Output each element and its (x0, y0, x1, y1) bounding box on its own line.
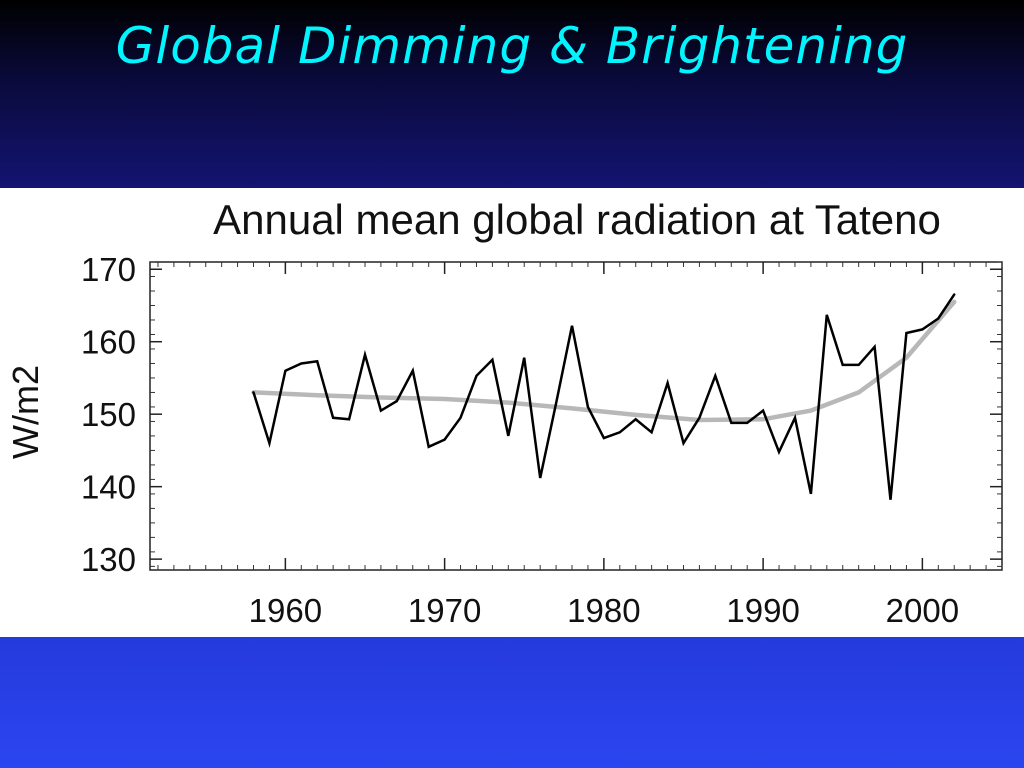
y-tick-labels: 130 140 150 160 170 (81, 251, 136, 578)
series-layer (251, 293, 957, 500)
x-major-ticks (284, 262, 924, 570)
x-tick-label: 1970 (408, 592, 481, 629)
chart-panel: Annual mean global radiation at Tateno W… (0, 188, 1024, 637)
y-tick-label: 130 (81, 541, 136, 578)
x-minor-ticks (157, 262, 1003, 570)
x-tick-label: 1980 (567, 592, 640, 629)
y-minor-ticks (150, 261, 1002, 567)
chart-title: Annual mean global radiation at Tateno (213, 196, 941, 243)
series-line-annual (252, 293, 956, 500)
y-axis-label: W/m2 (5, 365, 46, 459)
x-tick-label: 1960 (249, 592, 322, 629)
y-tick-label: 150 (81, 396, 136, 433)
x-tick-label: 1990 (726, 592, 799, 629)
chart-svg: Annual mean global radiation at Tateno W… (5, 196, 1003, 629)
series-line-smoothed (251, 299, 957, 423)
y-tick-label: 160 (81, 324, 136, 361)
y-tick-label: 140 (81, 469, 136, 506)
x-tick-label: 2000 (886, 592, 959, 629)
x-tick-labels: 1960 1970 1980 1990 2000 (249, 592, 959, 629)
plot-frame (149, 261, 1003, 571)
y-major-ticks (150, 268, 1002, 560)
slide-title: Global Dimming & Brightening (115, 17, 909, 75)
y-tick-label: 170 (81, 251, 136, 288)
